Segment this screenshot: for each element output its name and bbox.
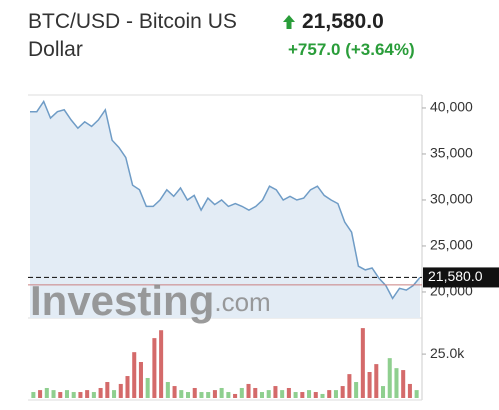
- volume-bar: [367, 372, 372, 398]
- volume-bar: [98, 387, 103, 398]
- volume-bar: [199, 392, 204, 398]
- volume-bar: [125, 376, 130, 398]
- volume-bar: [280, 390, 285, 398]
- volume-bar: [105, 382, 110, 398]
- volume-bar: [320, 393, 325, 398]
- volume-bar: [118, 383, 123, 398]
- volume-bar: [172, 386, 177, 398]
- instrument-title: BTC/USD - Bitcoin US Dollar: [28, 10, 237, 61]
- volume-bar: [340, 386, 345, 398]
- volume-bar: [233, 393, 238, 398]
- volume-bar: [138, 362, 143, 398]
- watermark: Investing.com: [30, 277, 271, 324]
- volume-bar: [192, 387, 197, 398]
- price-area: [30, 101, 420, 318]
- volume-bar: [38, 390, 43, 398]
- y-tick-label: 25.0k: [430, 345, 465, 361]
- volume-bar: [266, 390, 271, 398]
- volume-bar: [414, 390, 419, 398]
- volume-bar: [159, 330, 164, 398]
- volume-bar: [407, 383, 412, 398]
- volume-bar: [381, 386, 386, 398]
- volume-bar: [31, 392, 36, 398]
- volume-bar: [387, 358, 392, 398]
- last-price: 21,580.0: [302, 10, 384, 33]
- y-tick-label: 30,000: [430, 191, 473, 207]
- volume-bar: [206, 392, 211, 398]
- volume-bar: [112, 390, 117, 398]
- price-line: [30, 99, 421, 300]
- volume-bar: [58, 392, 63, 398]
- watermark-domain: .com: [214, 287, 270, 317]
- volume-bar: [259, 392, 264, 398]
- volume-bar: [300, 392, 305, 398]
- volume-bar: [293, 392, 298, 398]
- volume-bar: [226, 392, 231, 398]
- volume-bar: [347, 374, 352, 398]
- volume-bar: [333, 390, 338, 398]
- volume-bar: [78, 392, 83, 398]
- volume-bar: [401, 370, 406, 398]
- volume-bar: [354, 382, 359, 398]
- volume-bar: [374, 364, 379, 398]
- volume-bar: [132, 352, 137, 398]
- volume-bar: [307, 390, 312, 398]
- volume-bar: [286, 387, 291, 398]
- last-price-box: [423, 267, 499, 288]
- volume-bar: [246, 383, 251, 398]
- watermark-brand: Investing: [30, 277, 214, 324]
- last-price-label: 21,580.0: [428, 268, 483, 284]
- volume-bar: [85, 390, 90, 398]
- y-tick-label: 35,000: [430, 145, 473, 161]
- volume-bar: [394, 368, 399, 398]
- volume-bar: [219, 387, 224, 398]
- y-tick-label: 25,000: [430, 237, 473, 253]
- volume-bar: [179, 390, 184, 398]
- volume-bar: [313, 392, 318, 398]
- volume-bar: [186, 392, 191, 398]
- volume-bar: [327, 390, 332, 398]
- volume-bar: [253, 387, 258, 398]
- y-tick-label: 40,000: [430, 99, 473, 115]
- volume-bar: [165, 382, 170, 398]
- volume-bar: [64, 390, 69, 398]
- volume-bar: [51, 390, 56, 398]
- volume-bar: [44, 387, 49, 398]
- volume-bar: [360, 328, 365, 398]
- price-change: +757.0 (+3.64%): [288, 40, 415, 59]
- volume-bar: [71, 392, 76, 398]
- volume-bar: [212, 390, 217, 398]
- volume-bar: [273, 386, 278, 398]
- volume-bar: [145, 377, 150, 398]
- up-arrow: [283, 15, 295, 29]
- volume-bar: [152, 338, 157, 398]
- volume-bar: [239, 387, 244, 398]
- volume-bar: [91, 392, 96, 398]
